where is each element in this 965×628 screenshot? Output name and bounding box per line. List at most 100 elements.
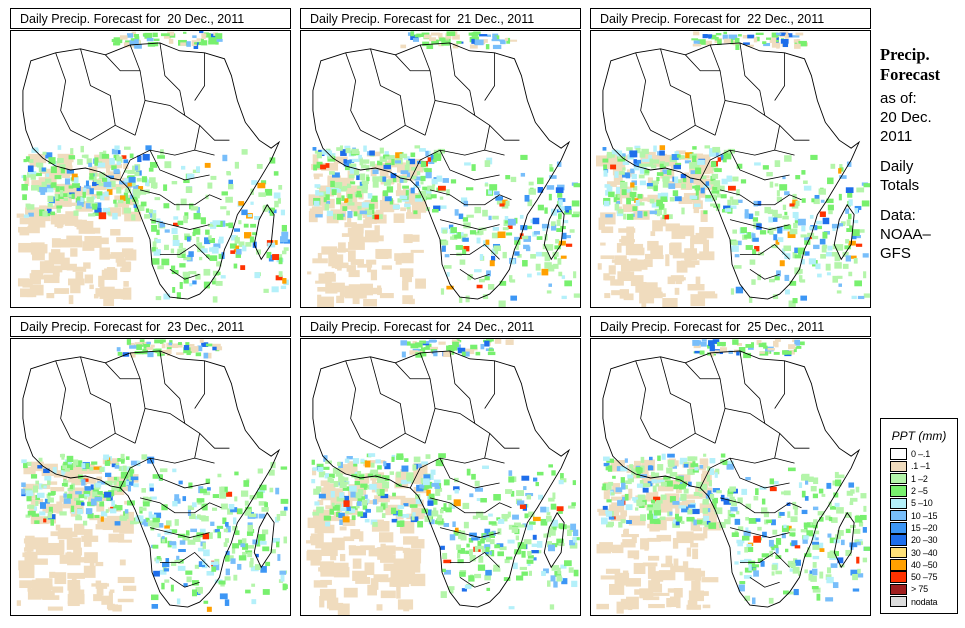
legend-item: > 75: [890, 583, 957, 596]
country-border: [429, 497, 512, 514]
madagascar-outline: [833, 203, 855, 261]
legend-swatch: [890, 448, 907, 460]
country-border: [739, 42, 766, 116]
country-border: [699, 149, 795, 181]
country-border: [129, 352, 141, 379]
country-border: [139, 189, 222, 206]
as-of-year: 2011: [880, 128, 913, 145]
madagascar-outline: [253, 203, 275, 261]
precip-map: [10, 30, 291, 308]
country-border: [489, 433, 520, 449]
country-border: [105, 362, 146, 409]
country-border: [729, 219, 790, 230]
country-border: [424, 100, 490, 136]
country-border: [449, 350, 476, 424]
precip-legend: PPT (mm) 0 –.1.1 –1 1 –2 2 –5 5 –10 10 –15 15…: [880, 418, 958, 614]
country-border: [685, 362, 726, 409]
country-border: [774, 52, 786, 101]
country-border: [149, 527, 210, 538]
country-border: [650, 432, 716, 449]
panel-title: Daily Precip. Forecast for 24 Dec., 2011: [300, 316, 581, 337]
country-border: [774, 360, 786, 409]
legend-label: 40 –50: [911, 559, 938, 570]
country-border: [105, 54, 146, 101]
country-border: [729, 149, 790, 181]
country-border: [709, 44, 721, 71]
country-border: [774, 125, 781, 151]
country-border: [194, 52, 206, 101]
legend-swatch: [890, 472, 907, 485]
country-border: [739, 350, 766, 424]
panel-title: Daily Precip. Forecast for 21 Dec., 2011: [300, 8, 581, 29]
country-border: [714, 408, 780, 444]
country-border: [439, 527, 500, 538]
coastline: [312, 350, 571, 608]
as-of-date: 20 Dec.: [880, 109, 932, 126]
legend-title: PPT (mm): [891, 429, 947, 443]
country-border: [194, 360, 206, 409]
precip-map: [590, 30, 871, 308]
legend-swatch: [890, 497, 907, 510]
country-border: [159, 551, 210, 568]
madagascar-outline: [543, 203, 565, 261]
country-border: [159, 350, 186, 424]
country-border: [134, 408, 200, 444]
country-border: [139, 497, 222, 514]
country-border: [459, 268, 490, 280]
totals-label-1: Daily: [880, 158, 914, 175]
legend-item: 15 –20: [890, 522, 957, 534]
country-border: [729, 527, 790, 538]
country-border: [70, 432, 136, 449]
legend-swatch: [890, 485, 907, 497]
country-border: [449, 551, 500, 568]
legend-item: 30 –40: [890, 546, 957, 559]
legend-item: 0 –.1: [890, 448, 957, 460]
country-border: [194, 125, 201, 151]
coastline: [22, 350, 281, 608]
country-border: [660, 48, 696, 126]
legend-item: 50 –75: [890, 571, 957, 583]
country-border: [719, 189, 802, 206]
legend-swatch: [890, 460, 907, 473]
country-border: [739, 243, 790, 260]
country-border: [449, 42, 476, 116]
legend-label: 2 –5: [911, 486, 928, 497]
legend-item: 20 –30: [890, 534, 957, 546]
country-border: [419, 352, 431, 379]
legend-label: 0 –.1: [911, 449, 931, 460]
country-border: [80, 356, 116, 434]
country-border: [360, 124, 426, 141]
country-border: [194, 433, 201, 459]
legend-swatch: [890, 509, 907, 522]
legend-swatch: [890, 571, 907, 583]
country-border: [149, 457, 210, 489]
coastline: [312, 42, 571, 300]
coastline: [22, 42, 281, 300]
heading-line-2: Forecast: [880, 65, 941, 84]
legend-items: 0 –.1.1 –1 1 –2 2 –5 5 –10 10 –15 15 –20 20 –3…: [881, 448, 957, 608]
country-border: [119, 457, 215, 489]
country-border: [484, 433, 491, 459]
country-border: [449, 243, 500, 260]
as-of-label: as of:: [880, 90, 917, 107]
panel-title: Daily Precip. Forecast for 25 Dec., 2011: [590, 316, 871, 337]
country-border: [719, 497, 802, 514]
country-border: [169, 576, 200, 588]
legend-item: nodata: [890, 595, 957, 608]
legend-label: 20 –30: [911, 535, 938, 546]
legend-swatch: [890, 546, 907, 559]
precip-map: [300, 338, 581, 616]
country-border: [159, 42, 186, 116]
panel-title: Daily Precip. Forecast for 22 Dec., 2011: [590, 8, 871, 29]
country-border: [660, 356, 696, 434]
country-border: [199, 125, 230, 141]
precip-map: [10, 338, 291, 616]
precip-map: [300, 30, 581, 308]
legend-label: 50 –75: [911, 572, 938, 583]
coastline: [602, 42, 861, 300]
panel-title: Daily Precip. Forecast for 20 Dec., 2011: [10, 8, 291, 29]
legend-swatch: [890, 559, 907, 571]
country-border: [370, 48, 406, 126]
country-border: [650, 124, 716, 141]
country-border: [459, 576, 490, 588]
